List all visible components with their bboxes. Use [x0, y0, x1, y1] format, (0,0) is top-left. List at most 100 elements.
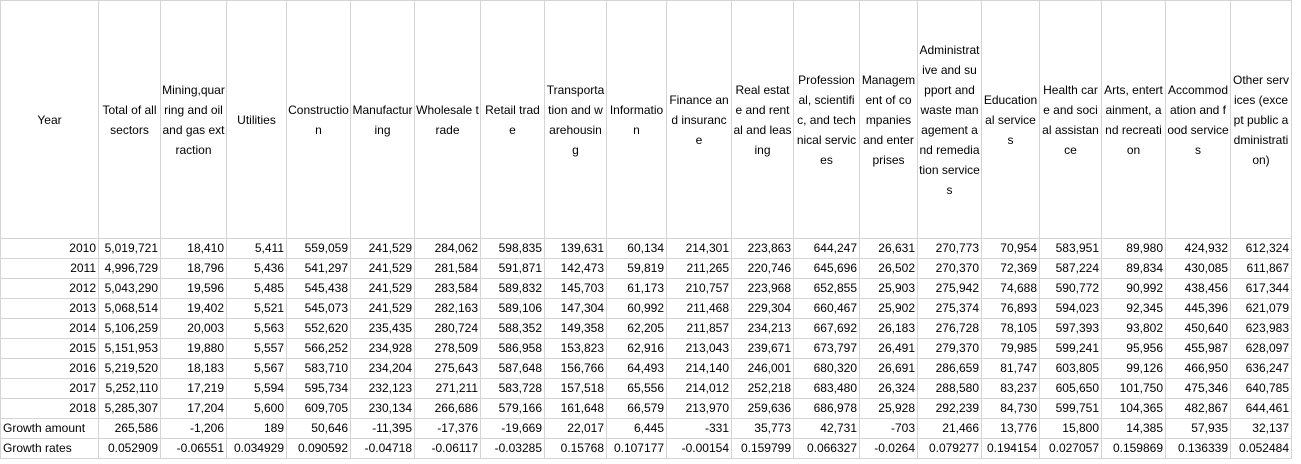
data-cell[interactable]: 0.107177: [606, 438, 667, 459]
data-cell[interactable]: 59,819: [606, 258, 667, 279]
data-cell[interactable]: 5,219,520: [98, 358, 161, 379]
data-cell[interactable]: 64,493: [606, 358, 667, 379]
data-cell[interactable]: 0.159869: [1101, 438, 1166, 459]
data-cell[interactable]: 19,402: [160, 298, 227, 319]
data-cell[interactable]: 241,529: [350, 278, 415, 299]
data-cell[interactable]: 566,252: [286, 338, 351, 359]
data-cell[interactable]: 19,596: [160, 278, 227, 299]
data-cell[interactable]: 5,436: [226, 258, 287, 279]
row-label-cell[interactable]: 2016: [0, 358, 99, 379]
data-cell[interactable]: 214,012: [666, 378, 732, 399]
data-cell[interactable]: 101,750: [1101, 378, 1166, 399]
data-cell[interactable]: 72,369: [981, 258, 1040, 279]
row-label-cell[interactable]: 2013: [0, 298, 99, 319]
data-cell[interactable]: 587,648: [480, 358, 545, 379]
row-label-cell[interactable]: Growth amount: [0, 418, 99, 439]
data-cell[interactable]: 5,563: [226, 318, 287, 339]
data-cell[interactable]: 0.027057: [1039, 438, 1102, 459]
data-cell[interactable]: 139,631: [544, 238, 607, 259]
data-cell[interactable]: 259,636: [731, 398, 794, 419]
data-cell[interactable]: 189: [226, 418, 287, 439]
column-header[interactable]: Year: [0, 0, 99, 239]
data-cell[interactable]: 78,105: [981, 318, 1040, 339]
data-cell[interactable]: 276,728: [917, 318, 982, 339]
data-cell[interactable]: 5,594: [226, 378, 287, 399]
column-header[interactable]: Other services (except public administra…: [1230, 0, 1292, 239]
data-cell[interactable]: 223,863: [731, 238, 794, 259]
data-cell[interactable]: 35,773: [731, 418, 794, 439]
data-cell[interactable]: 42,731: [793, 418, 860, 439]
data-cell[interactable]: 0.090592: [286, 438, 351, 459]
column-header[interactable]: Total of all sectors: [98, 0, 161, 239]
data-cell[interactable]: 545,438: [286, 278, 351, 299]
data-cell[interactable]: 599,241: [1039, 338, 1102, 359]
data-cell[interactable]: 145,703: [544, 278, 607, 299]
row-label-cell[interactable]: 2018: [0, 398, 99, 419]
data-cell[interactable]: 90,992: [1101, 278, 1166, 299]
data-cell[interactable]: 18,183: [160, 358, 227, 379]
data-cell[interactable]: 660,467: [793, 298, 860, 319]
data-cell[interactable]: -0.00154: [666, 438, 732, 459]
row-label-cell[interactable]: 2010: [0, 238, 99, 259]
data-cell[interactable]: 645,696: [793, 258, 860, 279]
data-cell[interactable]: 450,640: [1165, 318, 1231, 339]
data-cell[interactable]: 271,211: [414, 378, 481, 399]
data-cell[interactable]: 589,832: [480, 278, 545, 299]
row-label-cell[interactable]: 2014: [0, 318, 99, 339]
data-cell[interactable]: -0.03285: [480, 438, 545, 459]
data-cell[interactable]: 275,643: [414, 358, 481, 379]
data-cell[interactable]: 0.159799: [731, 438, 794, 459]
data-cell[interactable]: 210,757: [666, 278, 732, 299]
data-cell[interactable]: 611,867: [1230, 258, 1292, 279]
data-cell[interactable]: 18,410: [160, 238, 227, 259]
data-cell[interactable]: 0.066327: [793, 438, 860, 459]
data-cell[interactable]: 680,320: [793, 358, 860, 379]
data-cell[interactable]: 6,445: [606, 418, 667, 439]
data-cell[interactable]: 5,521: [226, 298, 287, 319]
data-cell[interactable]: 445,396: [1165, 298, 1231, 319]
column-header[interactable]: Arts, entertainment, and recreation: [1101, 0, 1166, 239]
data-cell[interactable]: 25,902: [859, 298, 918, 319]
data-cell[interactable]: 246,001: [731, 358, 794, 379]
data-cell[interactable]: 25,928: [859, 398, 918, 419]
data-cell[interactable]: 5,043,290: [98, 278, 161, 299]
data-cell[interactable]: 292,239: [917, 398, 982, 419]
column-header[interactable]: Accommodation and food services: [1165, 0, 1231, 239]
data-cell[interactable]: 4,996,729: [98, 258, 161, 279]
data-cell[interactable]: 65,556: [606, 378, 667, 399]
data-cell[interactable]: 275,942: [917, 278, 982, 299]
data-cell[interactable]: 81,747: [981, 358, 1040, 379]
data-cell[interactable]: 466,950: [1165, 358, 1231, 379]
data-cell[interactable]: 5,600: [226, 398, 287, 419]
column-header[interactable]: Health care and social assistance: [1039, 0, 1102, 239]
column-header[interactable]: Information: [606, 0, 667, 239]
data-cell[interactable]: 595,734: [286, 378, 351, 399]
data-cell[interactable]: 612,324: [1230, 238, 1292, 259]
data-cell[interactable]: 89,834: [1101, 258, 1166, 279]
data-cell[interactable]: 92,345: [1101, 298, 1166, 319]
column-header[interactable]: Utilities: [226, 0, 287, 239]
data-cell[interactable]: 0.052484: [1230, 438, 1292, 459]
data-cell[interactable]: 147,304: [544, 298, 607, 319]
data-cell[interactable]: 636,247: [1230, 358, 1292, 379]
data-cell[interactable]: 644,461: [1230, 398, 1292, 419]
data-cell[interactable]: 15,800: [1039, 418, 1102, 439]
row-label-cell[interactable]: 2017: [0, 378, 99, 399]
data-cell[interactable]: 594,023: [1039, 298, 1102, 319]
data-cell[interactable]: 25,903: [859, 278, 918, 299]
data-cell[interactable]: 588,352: [480, 318, 545, 339]
data-cell[interactable]: 5,485: [226, 278, 287, 299]
data-cell[interactable]: 667,692: [793, 318, 860, 339]
data-cell[interactable]: 220,746: [731, 258, 794, 279]
data-cell[interactable]: 99,126: [1101, 358, 1166, 379]
data-cell[interactable]: 104,365: [1101, 398, 1166, 419]
data-cell[interactable]: 605,650: [1039, 378, 1102, 399]
data-cell[interactable]: 22,017: [544, 418, 607, 439]
column-header[interactable]: Management of companies and enterprises: [859, 0, 918, 239]
data-cell[interactable]: 234,928: [350, 338, 415, 359]
data-cell[interactable]: 50,646: [286, 418, 351, 439]
data-cell[interactable]: 0.079277: [917, 438, 982, 459]
data-cell[interactable]: 640,785: [1230, 378, 1292, 399]
data-cell[interactable]: 603,805: [1039, 358, 1102, 379]
data-cell[interactable]: 26,502: [859, 258, 918, 279]
